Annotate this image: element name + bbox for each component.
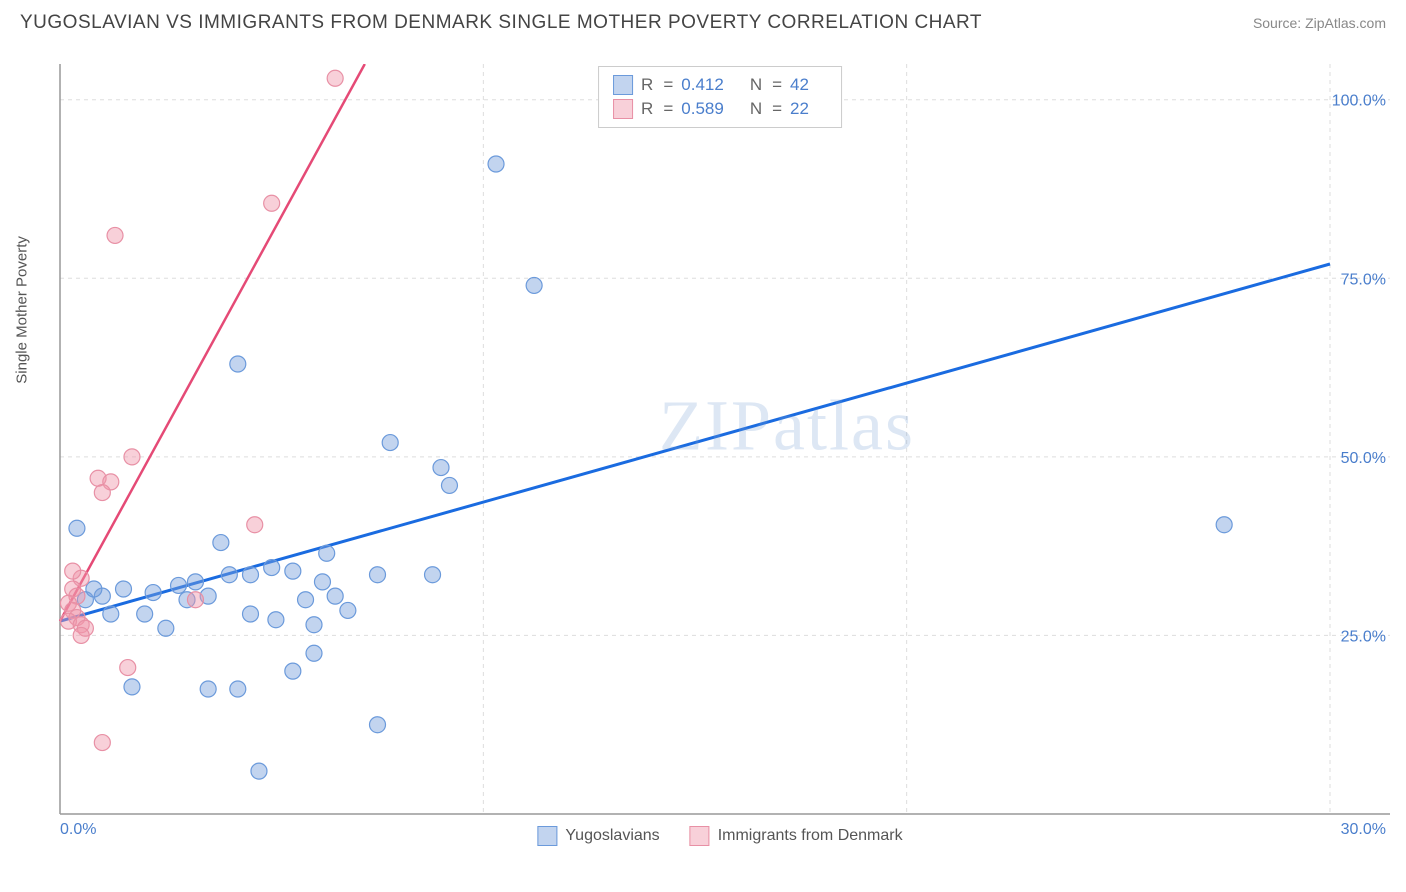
scatter-chart: Single Mother Poverty 25.0%50.0%75.0%100… [50,64,1390,834]
svg-text:75.0%: 75.0% [1341,271,1386,288]
legend-item-yugoslavians: Yugoslavians [537,826,659,846]
legend-equals: = [663,99,673,119]
legend-r-value: 0.412 [681,75,724,95]
chart-header: YUGOSLAVIAN VS IMMIGRANTS FROM DENMARK S… [0,0,1406,42]
svg-text:0.0%: 0.0% [60,821,96,834]
legend-swatch-icon [690,826,710,846]
svg-text:30.0%: 30.0% [1341,821,1386,834]
plot-area: 25.0% 50.0% 75.0% 100.0% 0.0% 30.0% [50,64,1390,834]
chart-title: YUGOSLAVIAN VS IMMIGRANTS FROM DENMARK S… [20,12,982,34]
legend-equals: = [772,75,782,95]
legend-equals: = [663,75,673,95]
chart-source: Source: ZipAtlas.com [1253,15,1386,31]
legend-n-label: N [750,99,762,119]
legend-r-label: R [641,99,653,119]
correlation-legend: R = 0.412 N = 42 R = 0.589 N = 22 [598,66,842,128]
legend-swatch-icon [613,75,633,95]
legend-r-label: R [641,75,653,95]
legend-n-value: 22 [790,99,809,119]
legend-swatch-icon [537,826,557,846]
legend-n-value: 42 [790,75,809,95]
legend-equals: = [772,99,782,119]
legend-item-denmark: Immigrants from Denmark [690,826,903,846]
svg-text:25.0%: 25.0% [1341,628,1386,645]
y-axis-label: Single Mother Poverty [14,236,31,384]
series-legend: Yugoslavians Immigrants from Denmark [537,826,902,846]
legend-n-label: N [750,75,762,95]
legend-row-yugoslavians: R = 0.412 N = 42 [613,73,827,97]
legend-r-value: 0.589 [681,99,724,119]
legend-item-label: Immigrants from Denmark [718,827,903,845]
legend-swatch-icon [613,99,633,119]
legend-item-label: Yugoslavians [565,827,659,845]
svg-text:100.0%: 100.0% [1332,93,1386,110]
svg-text:50.0%: 50.0% [1341,450,1386,467]
legend-row-denmark: R = 0.589 N = 22 [613,97,827,121]
